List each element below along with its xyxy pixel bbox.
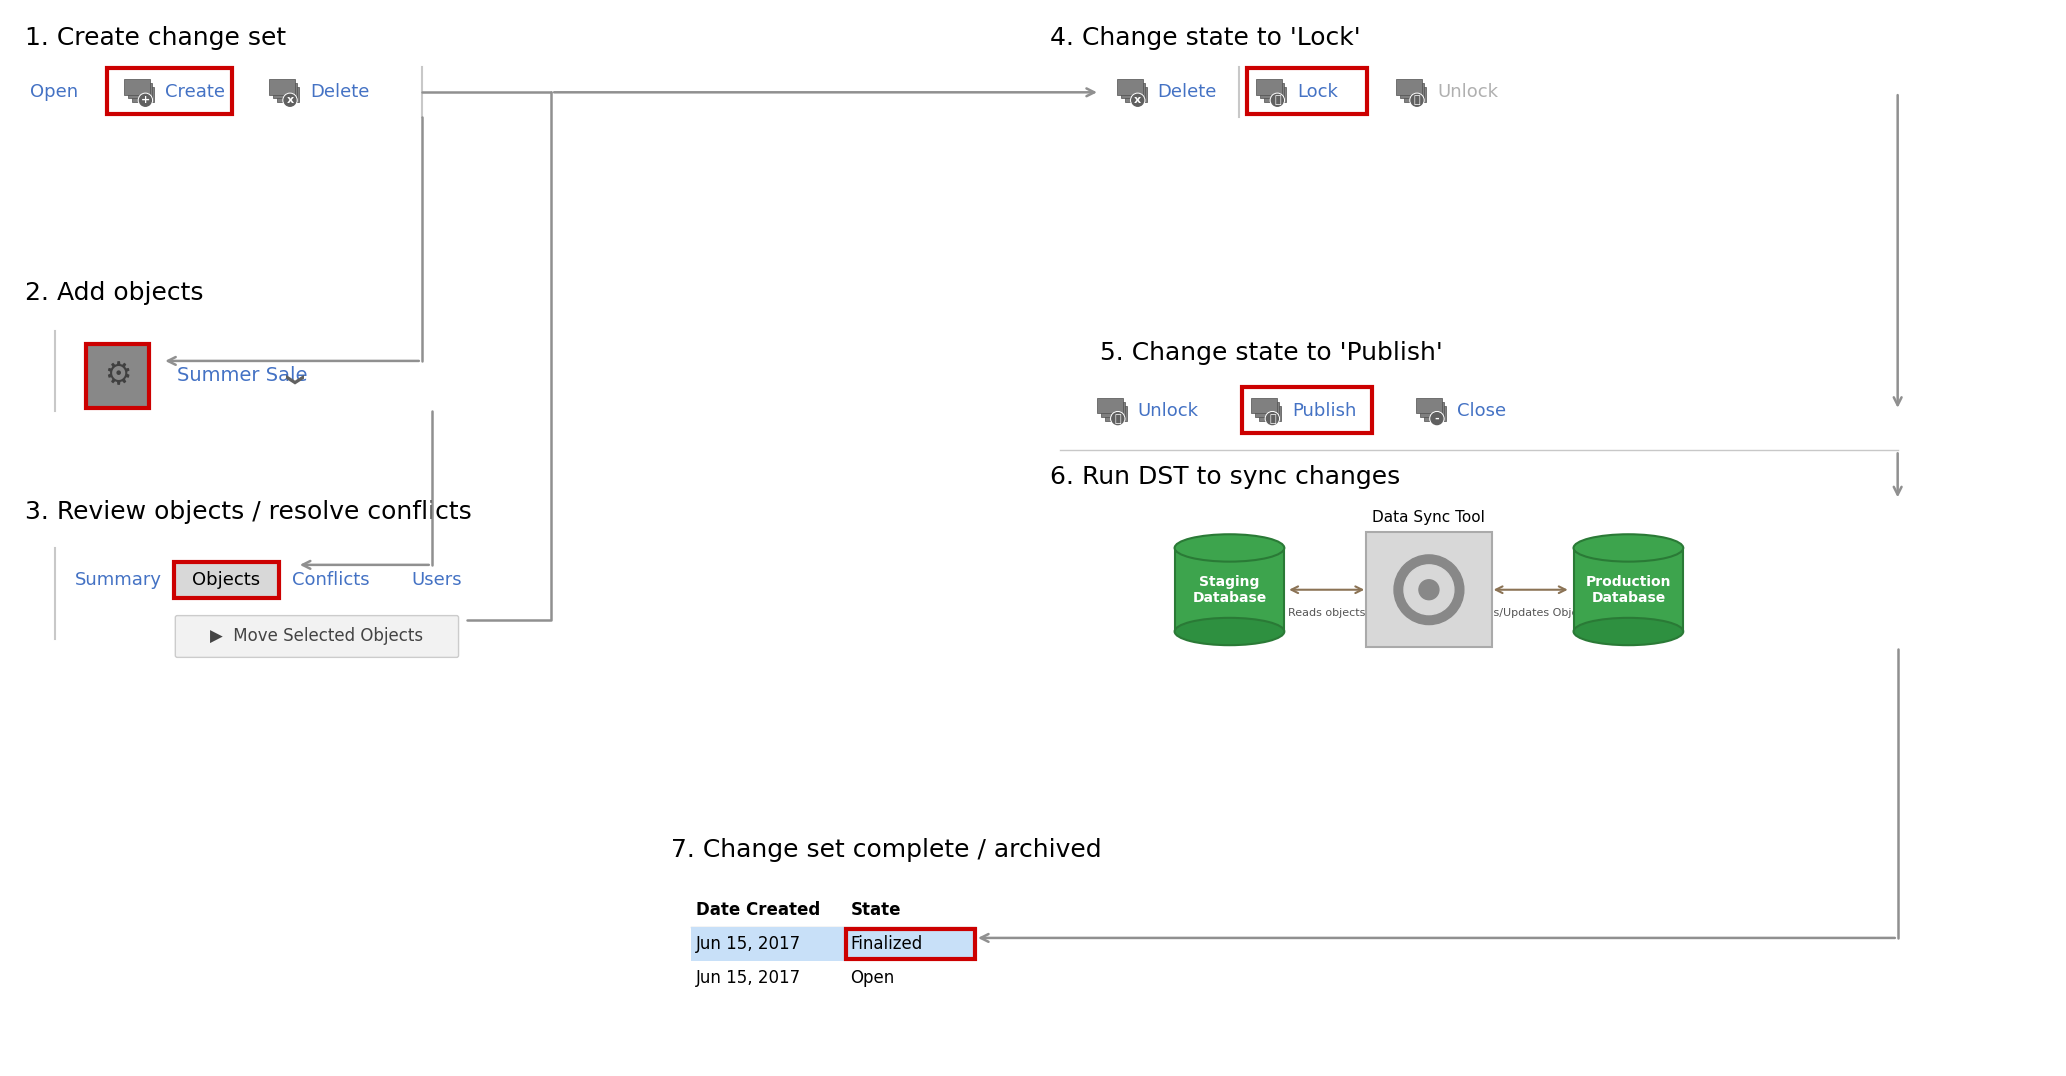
Text: Staging
Database: Staging Database: [1192, 575, 1266, 605]
FancyBboxPatch shape: [124, 80, 151, 95]
Circle shape: [1266, 413, 1279, 425]
Circle shape: [1132, 95, 1145, 107]
Text: Unlock: Unlock: [1438, 83, 1498, 101]
Text: +: +: [140, 96, 151, 105]
Text: 1. Create change set: 1. Create change set: [25, 26, 285, 49]
FancyBboxPatch shape: [1118, 80, 1142, 95]
Circle shape: [1430, 412, 1444, 426]
Text: Production
Database: Production Database: [1585, 575, 1671, 605]
Text: Summary: Summary: [74, 570, 161, 589]
Ellipse shape: [1574, 535, 1684, 562]
Text: ❯: ❯: [283, 373, 300, 388]
Text: Delete: Delete: [310, 83, 370, 101]
FancyBboxPatch shape: [1260, 83, 1285, 99]
Circle shape: [1112, 412, 1124, 426]
Text: Jun 15, 2017: Jun 15, 2017: [696, 968, 802, 987]
Text: Open: Open: [851, 968, 895, 987]
Text: 👁: 👁: [1269, 413, 1275, 424]
Text: Data Sync Tool: Data Sync Tool: [1372, 510, 1485, 525]
FancyBboxPatch shape: [269, 80, 295, 95]
Text: 4. Change state to 'Lock': 4. Change state to 'Lock': [1050, 26, 1361, 49]
Text: 🔓: 🔓: [1413, 96, 1419, 105]
Circle shape: [1405, 565, 1454, 614]
Text: ▶  Move Selected Objects: ▶ Move Selected Objects: [211, 627, 424, 646]
FancyBboxPatch shape: [1419, 401, 1444, 416]
Text: Reads objects: Reads objects: [1287, 608, 1366, 618]
FancyBboxPatch shape: [1401, 83, 1423, 99]
FancyBboxPatch shape: [1574, 548, 1684, 631]
FancyBboxPatch shape: [1405, 87, 1426, 102]
FancyBboxPatch shape: [1120, 83, 1145, 99]
FancyBboxPatch shape: [273, 83, 298, 99]
FancyBboxPatch shape: [132, 87, 155, 102]
FancyBboxPatch shape: [85, 344, 149, 408]
Text: Create: Create: [165, 83, 225, 101]
FancyBboxPatch shape: [1176, 548, 1285, 631]
Circle shape: [138, 94, 153, 108]
FancyBboxPatch shape: [1097, 398, 1122, 413]
Text: Publish: Publish: [1293, 401, 1357, 420]
Text: Finalized: Finalized: [851, 935, 924, 953]
FancyBboxPatch shape: [1423, 406, 1446, 421]
Circle shape: [1432, 413, 1442, 425]
Text: 🔒: 🔒: [1275, 96, 1281, 105]
FancyBboxPatch shape: [690, 928, 975, 961]
Text: 7. Change set complete / archived: 7. Change set complete / archived: [671, 838, 1101, 863]
Text: x: x: [287, 96, 293, 105]
FancyBboxPatch shape: [1366, 532, 1492, 648]
Circle shape: [1112, 413, 1124, 425]
FancyBboxPatch shape: [176, 615, 459, 657]
Text: Summer Sale: Summer Sale: [178, 366, 308, 385]
Circle shape: [83, 341, 153, 411]
FancyBboxPatch shape: [1264, 87, 1287, 102]
Circle shape: [1409, 94, 1423, 108]
FancyBboxPatch shape: [1252, 398, 1277, 413]
Text: State: State: [851, 901, 901, 919]
Circle shape: [1271, 94, 1285, 108]
Ellipse shape: [1176, 535, 1285, 562]
FancyBboxPatch shape: [1415, 398, 1442, 413]
Text: 5. Change state to 'Publish': 5. Change state to 'Publish': [1099, 341, 1442, 365]
FancyBboxPatch shape: [1260, 406, 1281, 421]
Text: ⚙: ⚙: [103, 362, 130, 391]
FancyBboxPatch shape: [128, 83, 153, 99]
Text: -: -: [1434, 413, 1440, 424]
Ellipse shape: [1176, 618, 1285, 646]
FancyBboxPatch shape: [1256, 401, 1279, 416]
Circle shape: [1271, 95, 1283, 107]
Text: Close: Close: [1457, 401, 1506, 420]
Circle shape: [138, 95, 151, 107]
Text: x: x: [1134, 96, 1140, 105]
Circle shape: [283, 95, 295, 107]
Circle shape: [1411, 95, 1423, 107]
FancyBboxPatch shape: [1101, 401, 1124, 416]
Text: 2. Add objects: 2. Add objects: [25, 281, 202, 306]
Text: Users: Users: [411, 570, 463, 589]
FancyBboxPatch shape: [1105, 406, 1126, 421]
Text: Saves/Updates Objects: Saves/Updates Objects: [1467, 608, 1595, 618]
FancyBboxPatch shape: [1256, 80, 1283, 95]
Text: 6. Run DST to sync changes: 6. Run DST to sync changes: [1050, 466, 1401, 490]
Text: Unlock: Unlock: [1138, 401, 1198, 420]
FancyBboxPatch shape: [277, 87, 300, 102]
Text: Jun 15, 2017: Jun 15, 2017: [696, 935, 802, 953]
Text: Objects: Objects: [192, 570, 260, 589]
Circle shape: [1395, 555, 1465, 624]
FancyBboxPatch shape: [1124, 87, 1147, 102]
Circle shape: [1130, 94, 1145, 108]
Circle shape: [1264, 412, 1279, 426]
Ellipse shape: [1574, 618, 1684, 646]
Text: Date Created: Date Created: [696, 901, 820, 919]
FancyBboxPatch shape: [174, 562, 279, 597]
Text: Lock: Lock: [1297, 83, 1339, 101]
Circle shape: [1419, 580, 1438, 599]
Text: 🔓: 🔓: [1114, 413, 1122, 424]
Text: 3. Review objects / resolve conflicts: 3. Review objects / resolve conflicts: [25, 500, 471, 524]
Circle shape: [283, 94, 298, 108]
Text: Delete: Delete: [1157, 83, 1217, 101]
Text: Open: Open: [29, 83, 79, 101]
Text: Conflicts: Conflicts: [291, 570, 370, 589]
FancyBboxPatch shape: [1397, 80, 1421, 95]
